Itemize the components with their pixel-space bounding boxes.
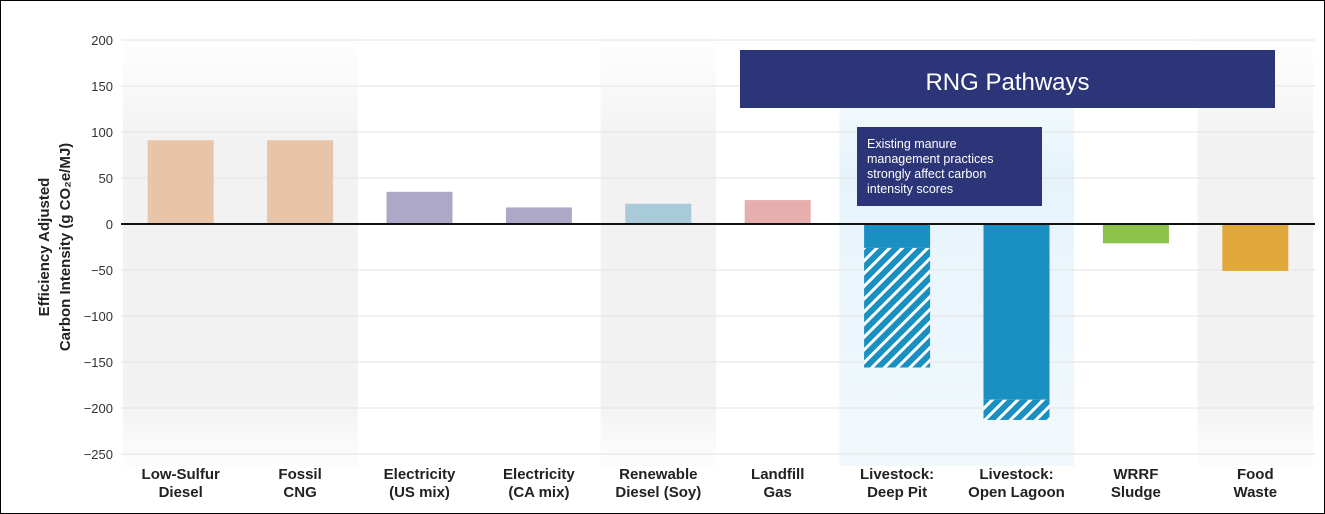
y-axis-label-line1: Efficiency Adjusted [36,178,53,317]
bar-hatched-7 [983,399,1050,420]
category-label: Renewable [619,466,697,483]
y-axis-label: Efficiency Adjusted Carbon Intensity (g C… [36,143,74,351]
category-label: Sludge [1111,484,1161,501]
bar-2 [386,191,453,224]
manure-annotation-line: Existing manure [867,137,957,151]
manure-annotation-line: management practices [867,152,993,166]
rng-pathways-banner-label: RNG Pathways [925,69,1089,96]
category-label: Livestock: [979,466,1053,483]
category-label: Diesel (Soy) [615,484,701,501]
category-label: Fossil [278,466,321,483]
category-label: Waste [1233,484,1277,501]
manure-annotation-line: intensity scores [867,182,953,196]
bar-hatched-6 [864,247,931,368]
category-label: Open Lagoon [968,484,1065,501]
y-tick-label: −150 [84,355,113,370]
category-label: Gas [764,484,792,501]
bar-9 [1222,224,1289,271]
background-band-2 [600,31,716,466]
category-label: (CA mix) [508,484,569,501]
bar-8 [1102,224,1169,244]
category-label: Livestock: [860,466,934,483]
bar-4 [625,203,692,224]
y-tick-label: 0 [106,217,113,232]
y-axis-label-line2: Carbon Intensity (g CO₂e/MJ) [57,143,74,351]
bar-solid-6 [864,224,931,248]
manure-annotation-line: strongly affect carbon [867,167,986,181]
category-label: Food [1237,466,1274,483]
background-band-1 [123,31,358,466]
bar-solid-7 [983,224,1050,400]
bar-0 [147,140,214,224]
category-label: (US mix) [389,484,450,501]
y-tick-label: −250 [84,447,113,462]
category-label: Low-Sulfur [142,466,220,483]
y-tick-label: 200 [91,33,113,48]
category-label: WRRF [1113,466,1158,483]
y-tick-label: 50 [99,171,113,186]
y-tick-label: −100 [84,309,113,324]
y-tick-label: −200 [84,401,113,416]
bar-5 [744,200,811,224]
y-tick-label: 100 [91,125,113,140]
category-label: CNG [283,484,316,501]
rng-pathways-banner [740,50,1275,108]
bar-1 [267,140,334,224]
category-label: Electricity [384,466,456,483]
y-tick-label: −50 [91,263,113,278]
category-label: Deep Pit [867,484,927,501]
y-tick-label: 150 [91,79,113,94]
category-label: Electricity [503,466,575,483]
category-label: Diesel [159,484,203,501]
category-label: Landfill [751,466,804,483]
manure-annotation-box [857,127,1042,206]
bar-3 [505,207,572,224]
